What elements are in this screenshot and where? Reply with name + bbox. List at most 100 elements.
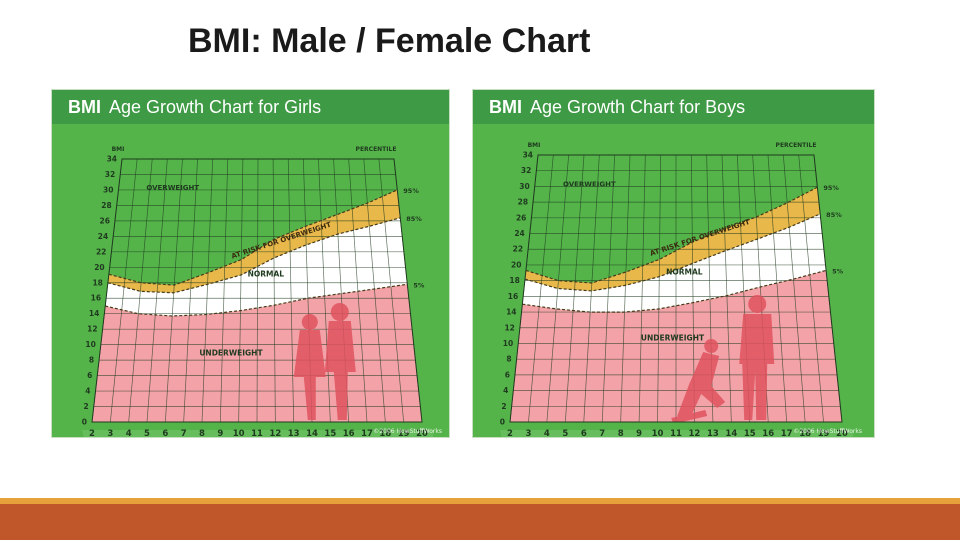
boys-x-tick-label: 19 — [818, 429, 830, 437]
girls-x-tick-label: 4 — [126, 429, 132, 437]
girls-zone-overweight: OVERWEIGHT — [146, 184, 199, 192]
silhouette-boy-body — [677, 352, 726, 420]
boys-y-tick-label: 18 — [509, 276, 519, 285]
boys-series-label-85: 85% — [826, 211, 842, 219]
girls-percentile-5-line — [105, 283, 408, 317]
boys-y-axis-label: BMI — [528, 142, 541, 149]
silhouette-boy-head — [748, 295, 767, 313]
girls-y-tick-label: 30 — [103, 185, 113, 194]
boys-chart-frame — [509, 154, 843, 423]
boys-grid-v — [583, 155, 600, 422]
boys-y-tick-label: 32 — [521, 166, 531, 175]
girls-copyright: ©2006 HowStuffWorks — [373, 428, 442, 435]
boys-y-tick-label: 16 — [508, 292, 518, 301]
boys-x-tick-label: 4 — [544, 429, 550, 437]
boys-plot-area — [510, 155, 842, 422]
girls-y-tick-label: 32 — [105, 170, 115, 179]
girls-y-tick-label: 2 — [84, 402, 89, 411]
silhouette-skateboard — [671, 410, 708, 422]
boys-x-tick-label: 17 — [781, 429, 793, 437]
boys-y-tick-label: 8 — [506, 355, 511, 364]
boys-copyright: ©2006 HowStuffWorks — [793, 428, 862, 435]
boys-chart-header: BMI Age Growth Chart for Boys — [473, 90, 874, 124]
girls-grid-v — [164, 159, 183, 422]
boys-percentile-95-line — [525, 186, 818, 284]
silhouette-girl-body — [324, 321, 356, 420]
footer-accent-stripe — [0, 498, 960, 504]
girls-bmi-chart-panel: BMI Age Growth Chart for Girls 0 2 4 6 8 10 12… — [52, 90, 449, 437]
boys-bmi-chart-panel: BMI Age Growth Chart for Boys 0 2 4 6 8 10 12 1… — [473, 90, 874, 437]
boys-grid-v — [546, 155, 570, 422]
girls-y-tick-label: 18 — [92, 278, 102, 287]
boys-header-bmi: BMI — [489, 97, 522, 117]
boys-y-tick-label: 24 — [514, 229, 524, 238]
boys-y-tick-label: 10 — [503, 339, 513, 348]
girls-header-bmi: BMI — [68, 97, 101, 117]
girls-header-title: Age Growth Chart for Girls — [109, 97, 322, 117]
girls-x-tick-label: 14 — [306, 429, 318, 437]
silhouette-girl-head — [330, 303, 349, 321]
boys-x-tick-label: 9 — [636, 429, 642, 437]
girls-grid-v — [146, 159, 168, 422]
boys-y-tick-label: 0 — [500, 418, 505, 427]
boys-x-tick-label: 2 — [507, 429, 513, 437]
girls-grid-v — [348, 159, 368, 422]
girls-y-tick-label: 6 — [87, 371, 92, 380]
girls-grid-v — [256, 159, 259, 422]
boys-grid-v — [638, 155, 646, 422]
boys-y-tick-label: 20 — [511, 260, 521, 269]
boys-y-tick-label: 12 — [504, 323, 514, 332]
girls-x-tick-label: 3 — [107, 429, 113, 437]
girls-x-tick-label: 2 — [89, 429, 95, 437]
silhouette-girl-body — [293, 330, 326, 420]
boys-zone-normal: NORMAL — [666, 267, 703, 276]
girls-x-tick-label: 8 — [199, 429, 205, 437]
girls-y-tick-label: 20 — [94, 263, 104, 272]
girls-grid-v — [128, 159, 153, 422]
girls-x-tick-label: 10 — [233, 429, 245, 437]
girls-grid-v — [318, 159, 331, 422]
girls-grid-v — [238, 159, 244, 422]
boys-zone-overweight: OVERWEIGHT — [563, 180, 616, 188]
boys-percentile-header: PERCENTILE — [776, 142, 817, 149]
boys-grid-v — [767, 155, 788, 422]
girls-x-tick-label: 11 — [251, 429, 263, 437]
boys-y-tick-label: 28 — [518, 198, 528, 207]
boys-normal-area — [522, 213, 827, 313]
silhouette-boy-head — [704, 339, 719, 353]
boys-x-tick-label: 15 — [744, 429, 756, 437]
girls-normal-area — [105, 217, 408, 316]
girls-x-tick-label: 6 — [162, 429, 168, 437]
boys-grid-v — [620, 155, 631, 422]
girls-y-tick-label: 4 — [85, 387, 90, 396]
girls-x-tick-label: 19 — [398, 429, 410, 437]
girls-grid-v — [272, 159, 276, 422]
boys-y-tick-label: 34 — [523, 151, 533, 160]
boys-grid-v — [657, 155, 662, 422]
girls-x-tick-label: 20 — [416, 429, 428, 437]
boys-x-tick-label: 11 — [670, 429, 682, 437]
boys-header-title: Age Growth Chart for Boys — [530, 97, 746, 117]
girls-x-tick-label: 18 — [379, 429, 391, 437]
boys-x-tick-label: 14 — [725, 429, 737, 437]
silhouette-boy-body — [739, 314, 775, 420]
boys-x-tick-label: 5 — [562, 429, 568, 437]
boys-floor-shadow — [500, 430, 854, 437]
girls-y-tick-label: 28 — [101, 201, 111, 210]
boys-x-tick-label: 16 — [762, 429, 774, 437]
girls-y-tick-label: 14 — [89, 309, 99, 318]
boys-x-tick-label: 6 — [581, 429, 587, 437]
girls-grid-v — [109, 159, 138, 422]
girls-y-tick-label: 10 — [85, 340, 95, 349]
girls-grid-v — [201, 159, 214, 422]
boys-grid-v — [564, 155, 585, 422]
girls-x-tick-label: 5 — [144, 429, 150, 437]
boys-x-tick-label: 18 — [799, 429, 811, 437]
footer-bar — [0, 504, 960, 540]
girls-y-tick-label: 8 — [89, 356, 94, 365]
girls-y-tick-label: 12 — [87, 325, 97, 334]
boys-y-tick-label: 22 — [513, 245, 523, 254]
boys-grid-v — [798, 155, 824, 422]
